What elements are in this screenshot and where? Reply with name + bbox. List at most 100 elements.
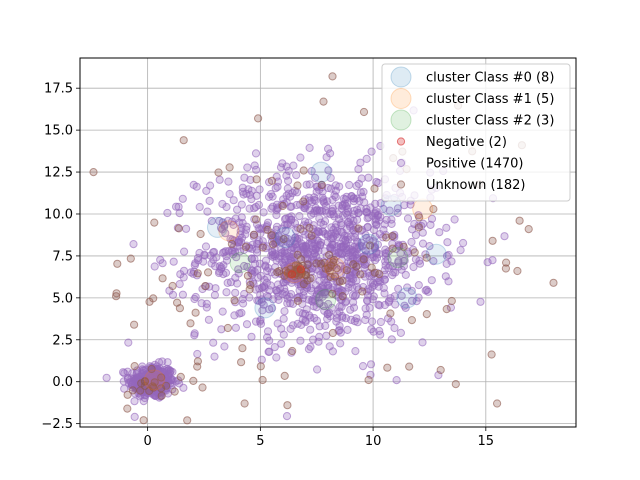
y-tick-label-8: 17.5	[44, 82, 73, 97]
point-positive-1316	[250, 161, 259, 170]
point-positive-1273	[200, 250, 209, 259]
legend-marker-negative	[396, 137, 406, 146]
point-unknown-100	[214, 168, 223, 177]
point-positive-1225	[217, 263, 226, 272]
point-unknown-165	[493, 399, 502, 408]
point-unknown-139	[196, 229, 205, 239]
point-positive-1243	[500, 232, 509, 241]
point-cluster-class-2-2	[229, 252, 251, 274]
point-unknown-92	[225, 163, 234, 172]
point-positive-523	[215, 175, 224, 184]
point-positive-1079	[239, 299, 248, 308]
point-positive-864	[364, 173, 373, 182]
point-unknown-161	[328, 72, 337, 81]
point-positive-1437	[314, 285, 323, 294]
point-positive-1293	[252, 248, 262, 257]
point-positive-248	[123, 367, 132, 376]
y-tick-label-2: 2.5	[52, 333, 73, 348]
point-unknown-121	[183, 416, 192, 425]
point-positive-1434	[222, 288, 231, 297]
point-unknown-175	[502, 258, 511, 267]
point-unknown-128	[358, 287, 367, 296]
point-unknown-78	[328, 289, 337, 298]
point-positive-1399	[345, 180, 354, 190]
point-positive-1303	[210, 352, 219, 361]
point-positive-1397	[375, 301, 384, 310]
point-positive-1075	[407, 286, 416, 295]
point-positive-1288	[337, 219, 346, 228]
point-unknown-120	[330, 272, 339, 281]
point-unknown-141	[238, 344, 247, 353]
point-unknown-148	[243, 271, 252, 280]
point-positive-1167	[180, 247, 189, 256]
point-unknown-143	[186, 319, 195, 328]
point-cluster-class-0-0	[310, 161, 332, 183]
point-positive-790	[426, 220, 435, 229]
point-positive-1033	[371, 256, 380, 265]
point-unknown-37	[325, 250, 334, 259]
point-positive-857	[203, 207, 212, 216]
point-positive-1264	[175, 209, 184, 218]
point-positive-1260	[368, 282, 377, 291]
point-positive-215	[130, 397, 139, 406]
point-positive-1294	[326, 244, 335, 253]
point-positive-1450	[263, 273, 272, 283]
point-positive-986	[287, 245, 296, 255]
x-tick-label-1: 5	[256, 434, 264, 449]
point-positive-1332	[352, 282, 362, 292]
point-positive-1123	[229, 220, 238, 229]
point-cluster-class-1-3	[218, 220, 240, 242]
axis-ticks: 0 5 10 15 −2.5 0.0 2.5 5.0 7.5 10.0 12.5 15.0 17.5	[41, 82, 494, 449]
x-tick-label-2: 10	[365, 434, 382, 449]
legend: cluster Class #0 (8) cluster Class #1 (5)…	[381, 63, 571, 202]
point-positive-580	[324, 166, 333, 175]
point-unknown-62	[130, 362, 139, 371]
point-positive-1181	[295, 212, 304, 221]
point-unknown-98	[145, 297, 154, 306]
point-positive-1224	[344, 283, 353, 292]
point-unknown-106	[268, 240, 278, 249]
legend-marker-cluster-class-1	[390, 88, 412, 109]
point-positive-662	[231, 288, 240, 297]
point-positive-1195	[346, 214, 355, 223]
point-positive-1108	[230, 311, 239, 320]
point-cluster-class-0-2	[254, 297, 276, 319]
point-positive-1063	[342, 192, 351, 201]
point-positive-1261	[331, 228, 340, 237]
point-unknown-137	[487, 350, 496, 359]
point-positive-1173	[193, 349, 202, 359]
point-positive-1102	[156, 255, 165, 264]
point-unknown-110	[354, 224, 363, 233]
point-positive-923	[178, 194, 187, 203]
point-cluster-class-0-4	[358, 233, 380, 255]
point-positive-1155	[407, 296, 417, 305]
point-unknown-44	[320, 258, 329, 267]
point-positive-579	[356, 188, 365, 197]
y-tick-label-0: −2.5	[41, 417, 73, 432]
point-unknown-119	[246, 280, 255, 290]
point-positive-353	[414, 281, 423, 290]
point-positive-1016	[394, 284, 403, 293]
point-unknown-126	[267, 176, 277, 185]
point-positive-1012	[243, 163, 252, 172]
point-positive-823	[271, 184, 280, 193]
point-unknown-87	[223, 323, 232, 333]
point-positive-1306	[306, 342, 315, 351]
point-positive-824	[246, 175, 255, 184]
point-unknown-159	[191, 308, 200, 317]
point-negative-1	[296, 265, 305, 274]
point-positive-1380	[182, 224, 191, 233]
point-positive-1236	[209, 255, 218, 264]
point-positive-357	[225, 189, 234, 199]
point-positive-1386	[240, 173, 249, 182]
point-positive-1105	[277, 339, 286, 348]
data-points	[89, 72, 558, 425]
point-unknown-127	[296, 224, 305, 233]
point-positive-1076	[306, 325, 315, 334]
point-positive-1310	[318, 187, 327, 196]
point-positive-1402	[401, 270, 410, 279]
point-positive-179	[130, 412, 139, 421]
y-tick-label-7: 15.0	[44, 124, 73, 139]
point-unknown-75	[204, 268, 213, 277]
